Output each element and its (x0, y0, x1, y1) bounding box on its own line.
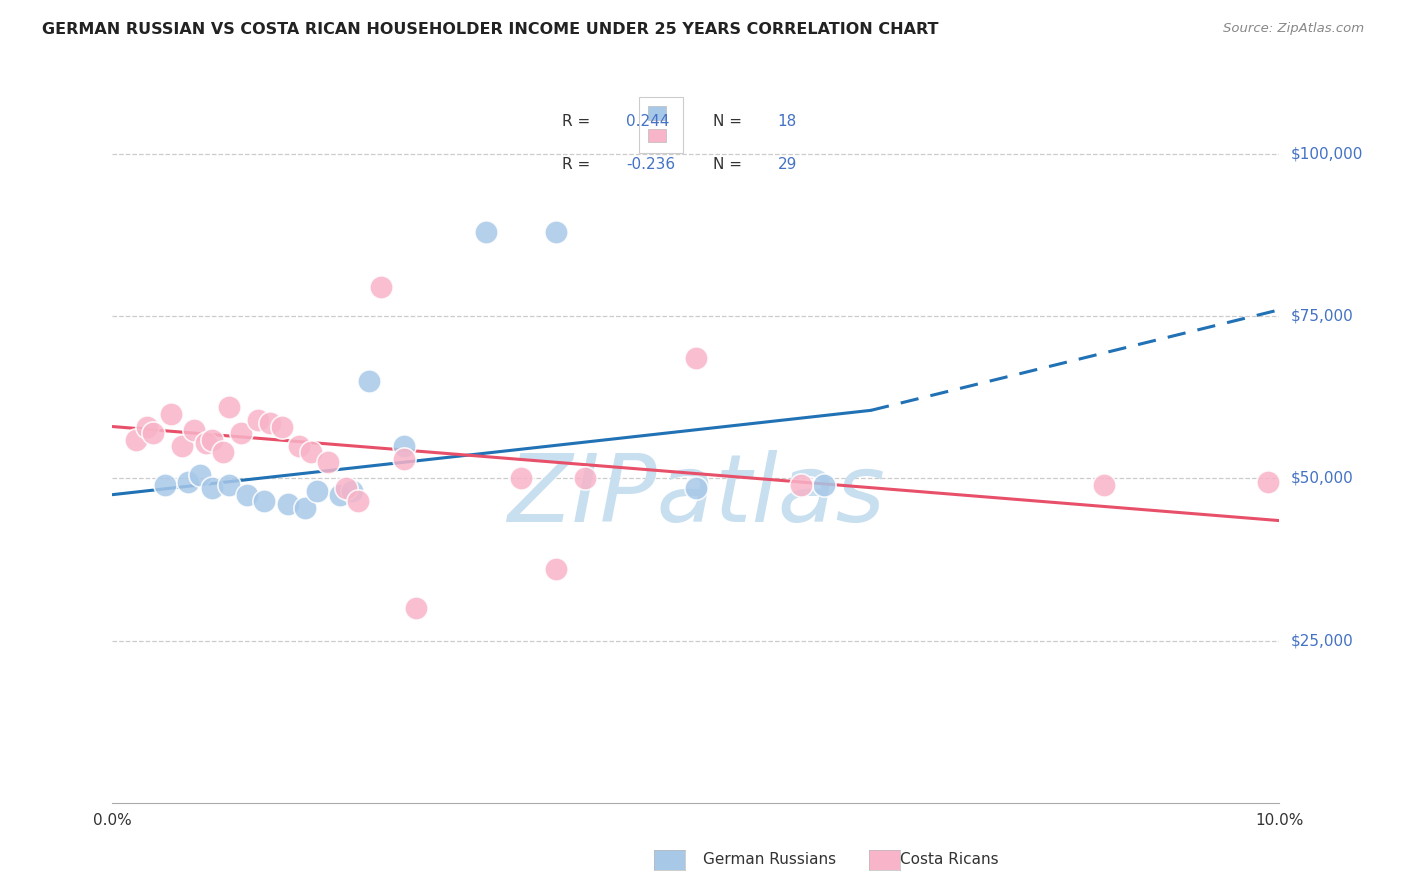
Text: Costa Ricans: Costa Ricans (900, 853, 998, 867)
Point (392, 452, 416, 467)
Text: 0.244: 0.244 (626, 114, 669, 128)
Point (247, 413, 270, 427)
Legend: , : , (638, 97, 683, 153)
Text: R =: R = (562, 114, 595, 128)
Point (201, 433, 224, 447)
Point (1257, 475, 1279, 489)
Text: N =: N = (713, 114, 748, 128)
Point (305, 484, 328, 499)
Point (299, 445, 322, 459)
Text: $25,000: $25,000 (1291, 633, 1354, 648)
Point (194, 435, 217, 450)
Point (160, 407, 183, 421)
Point (183, 423, 205, 437)
Point (790, 478, 813, 492)
Point (294, 500, 316, 515)
Point (218, 478, 240, 492)
Point (201, 481, 224, 495)
Point (340, 484, 363, 499)
Point (1092, 478, 1115, 492)
Text: ZIPatlas: ZIPatlas (508, 450, 884, 541)
Point (270, 419, 292, 434)
Point (288, 439, 311, 453)
Text: 18: 18 (778, 114, 797, 128)
Point (370, 280, 392, 294)
Text: German Russians: German Russians (703, 853, 837, 867)
Text: R =: R = (562, 157, 595, 171)
Point (136, 419, 159, 434)
Point (177, 475, 200, 489)
Text: GERMAN RUSSIAN VS COSTA RICAN HOUSEHOLDER INCOME UNDER 25 YEARS CORRELATION CHAR: GERMAN RUSSIAN VS COSTA RICAN HOUSEHOLDE… (42, 22, 939, 37)
Text: 29: 29 (778, 157, 797, 171)
Point (218, 400, 240, 414)
Point (125, 433, 148, 447)
Point (475, 225, 498, 239)
Point (359, 374, 381, 388)
Point (685, 481, 707, 495)
Text: $100,000: $100,000 (1291, 146, 1362, 161)
Point (188, 468, 211, 483)
Point (318, 455, 340, 469)
Point (153, 478, 176, 492)
Point (172, 439, 194, 453)
Point (276, 497, 298, 511)
Point (685, 351, 707, 366)
Point (212, 445, 235, 459)
Text: Source: ZipAtlas.com: Source: ZipAtlas.com (1223, 22, 1364, 36)
Text: $50,000: $50,000 (1291, 471, 1354, 486)
Point (229, 425, 252, 440)
Point (235, 488, 257, 502)
Point (544, 225, 567, 239)
Text: $75,000: $75,000 (1291, 309, 1354, 324)
Point (574, 471, 596, 485)
Point (346, 494, 368, 508)
Point (329, 488, 352, 502)
Text: N =: N = (713, 157, 748, 171)
Point (392, 439, 416, 453)
Point (509, 471, 531, 485)
Point (335, 481, 357, 495)
Point (544, 562, 567, 576)
Point (253, 494, 276, 508)
Text: -0.236: -0.236 (626, 157, 675, 171)
Point (813, 478, 835, 492)
Point (405, 601, 427, 615)
Point (142, 425, 165, 440)
Point (259, 417, 281, 431)
